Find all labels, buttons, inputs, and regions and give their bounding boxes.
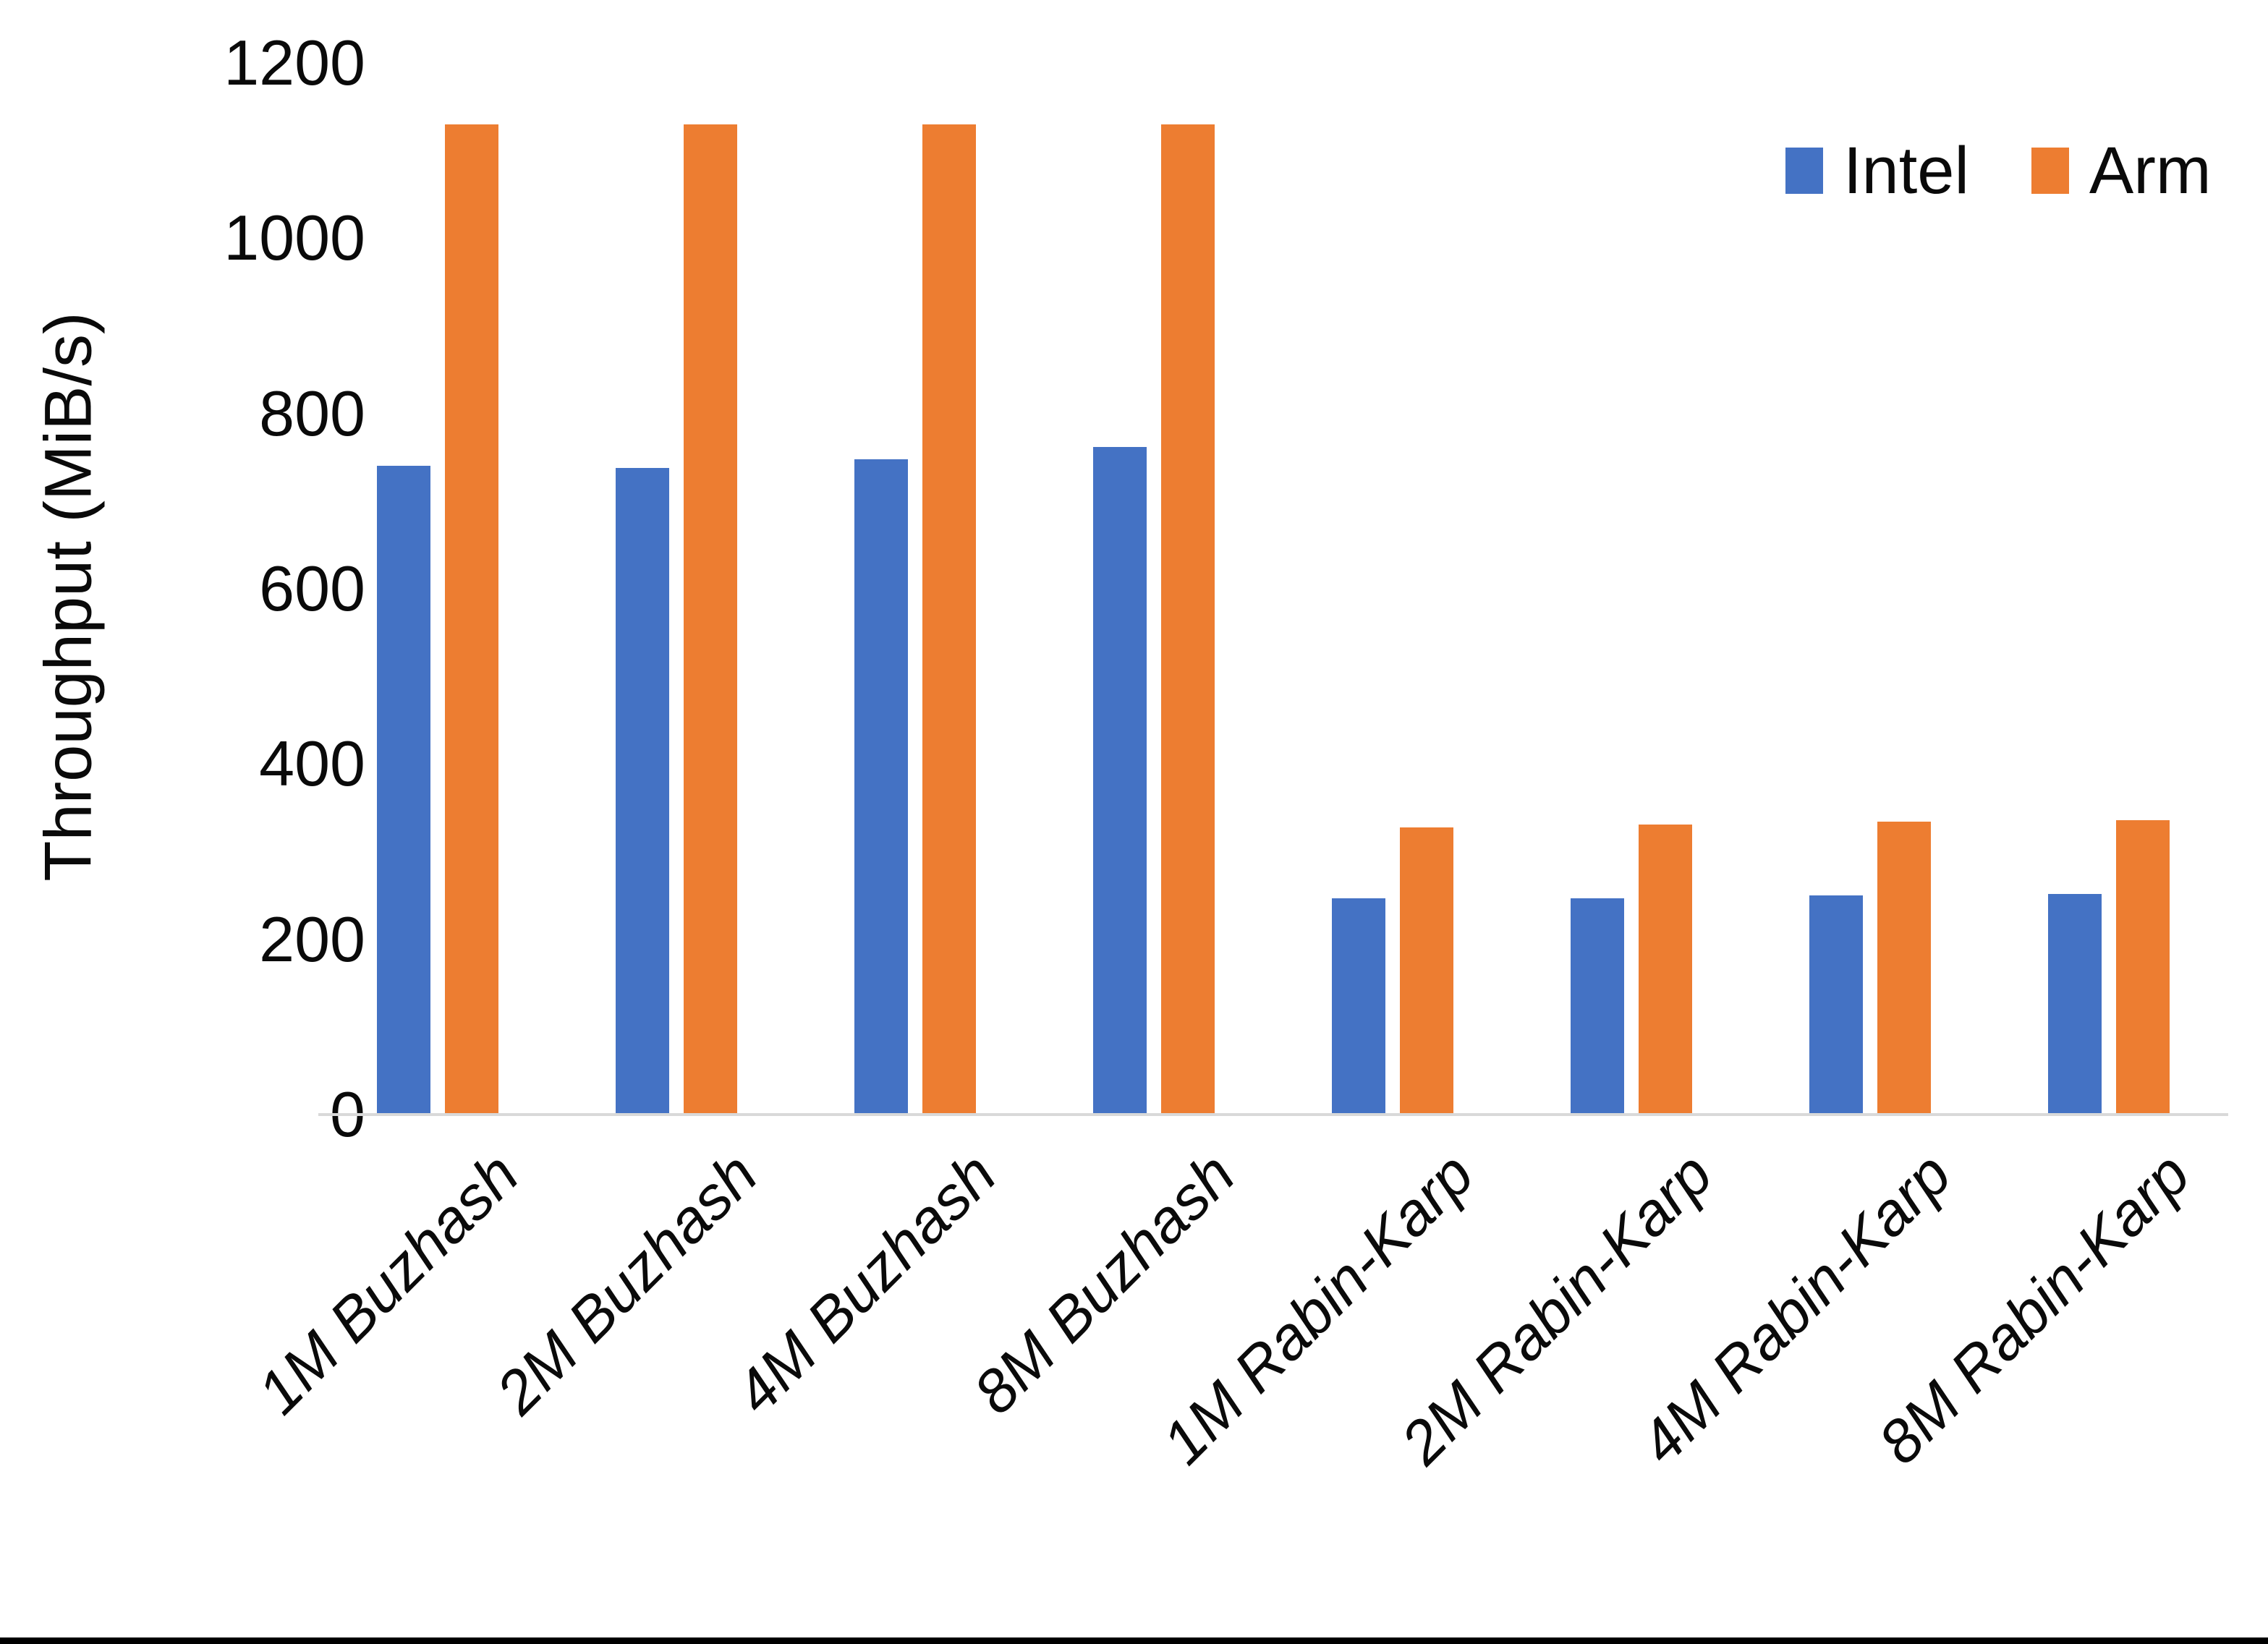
legend-label-arm: Arm <box>2089 134 2212 208</box>
legend-item-intel: Intel <box>1785 137 1969 204</box>
bar-intel-2m-rabin-karp <box>1571 898 1624 1115</box>
bar-arm-4m-rabin-karp <box>1877 822 1931 1115</box>
bar-arm-8m-rabin-karp <box>2116 819 2170 1115</box>
bar-intel-8m-rabin-karp <box>2048 893 2102 1115</box>
bar-intel-1m-rabin-karp <box>1332 898 1385 1115</box>
bar-arm-2m-buzhash <box>684 124 737 1115</box>
y-axis-title: Throughput (MiB/s) <box>31 312 106 882</box>
bar-arm-4m-buzhash <box>922 124 976 1115</box>
y-tick-label-1200: 1200 <box>224 27 365 98</box>
bar-intel-2m-buzhash <box>616 467 669 1115</box>
y-tick-label-200: 200 <box>259 903 365 975</box>
bottom-border-bar <box>0 1637 2268 1644</box>
bar-intel-4m-rabin-karp <box>1809 895 1863 1115</box>
legend: Intel Arm <box>1785 137 2212 204</box>
bar-intel-1m-buzhash <box>377 466 430 1115</box>
legend-swatch-intel <box>1785 148 1823 194</box>
x-axis-line <box>318 1113 2228 1116</box>
bar-arm-8m-buzhash <box>1161 124 1215 1115</box>
legend-swatch-arm <box>2031 148 2069 194</box>
legend-item-arm: Arm <box>2031 137 2212 204</box>
bar-intel-8m-buzhash <box>1093 446 1147 1115</box>
bar-arm-1m-rabin-karp <box>1400 827 1453 1115</box>
bar-arm-1m-buzhash <box>445 124 498 1115</box>
bar-intel-4m-buzhash <box>854 459 908 1115</box>
bar-arm-2m-rabin-karp <box>1639 824 1692 1115</box>
y-tick-label-1000: 1000 <box>224 202 365 274</box>
legend-label-intel: Intel <box>1843 134 1969 208</box>
y-tick-label-800: 800 <box>259 377 365 449</box>
y-tick-label-400: 400 <box>259 728 365 800</box>
y-tick-label-600: 600 <box>259 553 365 624</box>
